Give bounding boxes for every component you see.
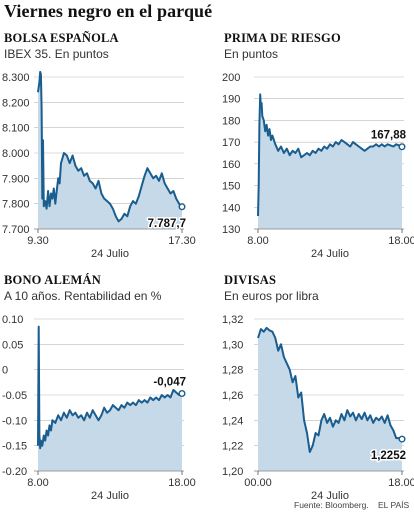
last-value-label: 1,2252 — [371, 450, 406, 462]
series-line — [37, 325, 183, 450]
x-axis-label: 24 Julio — [311, 490, 349, 502]
last-value-label: -0,047 — [153, 376, 186, 388]
area-fill — [258, 327, 402, 471]
chart-prima: 200 190 180 170 160 150 140 130 8.00 18.00 24 Juli… — [222, 72, 414, 260]
x-tick-label: 18.00 — [388, 235, 414, 247]
x-tick-label: 9.30 — [27, 235, 48, 247]
chart-title: PRIMA DE RIESGO — [224, 31, 341, 45]
y-tick-label: 1,30 — [222, 339, 243, 351]
x-tick-label: 18.00 — [168, 477, 196, 489]
x-tick-label: 18.00 — [388, 477, 414, 489]
y-tick-label: 140 — [222, 202, 240, 214]
last-value-halo: 1,2252 — [371, 450, 406, 462]
y-tick-label: 8.100 — [2, 123, 30, 135]
series-line — [257, 326, 403, 453]
chart-subtitle: A 10 años. Rentabilidad en % — [4, 289, 162, 303]
area-fill — [258, 94, 402, 230]
y-tick-label: -0.20 — [2, 466, 27, 478]
last-value-halo: -0,047 — [153, 376, 186, 388]
chart-bono: 0.10 0.05 0 -0.05 -0.10 -0.15 -0.208.00 18.00 24… — [2, 314, 196, 502]
chart-title: BOLSA ESPAÑOLA — [4, 31, 119, 45]
x-tick-label: 00.00 — [244, 477, 272, 489]
end-point-marker — [398, 435, 406, 443]
source-note: Fuente: Bloomberg. — [294, 500, 369, 510]
y-tick-label: 0.05 — [2, 339, 23, 351]
last-value-halo: 7.787,7 — [148, 218, 186, 230]
publisher-note: EL PAÍS — [378, 500, 410, 510]
y-tick-label: 190 — [222, 94, 240, 106]
y-tick-label: -0.10 — [2, 415, 27, 427]
end-point-marker — [178, 203, 186, 211]
x-tick-label: 8.00 — [27, 477, 48, 489]
y-tick-label: 200 — [222, 72, 240, 84]
y-tick-label: 8.000 — [2, 148, 30, 160]
y-tick-label: 160 — [222, 159, 240, 171]
page-title: Viernes negro en el parqué — [4, 1, 213, 21]
last-value-label: 167,88 — [371, 130, 407, 142]
chart-panel-bono: BONO ALEMÁN A 10 años. Rentabilidad en %… — [2, 273, 204, 509]
chart-panel-prima: PRIMA DE RIESGO En puntos 200 190 180 170 16… — [222, 31, 414, 267]
y-tick-label: 1,20 — [222, 466, 243, 478]
y-tick-label: 1,28 — [222, 365, 243, 377]
chart-title: DIVISAS — [224, 273, 277, 287]
chart-title: BONO ALEMÁN — [4, 273, 101, 287]
x-tick-label: 17.30 — [168, 235, 196, 247]
chart-subtitle: En euros por libra — [224, 289, 319, 303]
y-tick-label: 8.300 — [2, 72, 30, 84]
y-tick-label: 0.10 — [2, 314, 23, 326]
y-tick-label: 1,24 — [222, 415, 243, 427]
y-tick-label: 7.800 — [2, 199, 30, 211]
chart-panel-bolsa: BOLSA ESPAÑOLA IBEX 35. En puntos 8.300 8… — [2, 31, 204, 267]
y-tick-label: 7.900 — [2, 173, 30, 185]
series-line — [37, 70, 183, 223]
y-tick-label: 1,32 — [222, 314, 243, 326]
chart-subtitle: En puntos — [224, 47, 279, 61]
y-tick-label: 1,22 — [222, 441, 243, 453]
y-tick-label: 170 — [222, 137, 240, 149]
series-line — [257, 93, 403, 217]
y-tick-label: 150 — [222, 181, 240, 193]
end-point-marker — [178, 389, 186, 397]
area-fill — [38, 326, 182, 471]
x-tick-label: 8.00 — [247, 235, 268, 247]
y-tick-label: 1,26 — [222, 390, 243, 402]
x-axis-label: 24 Julio — [91, 248, 129, 260]
end-point-marker — [398, 143, 406, 151]
last-value-label: 7.787,7 — [148, 218, 186, 230]
y-tick-label: 8.200 — [2, 97, 30, 109]
last-value-halo: 167,88 — [371, 130, 407, 142]
y-tick-label: 0 — [2, 365, 8, 377]
y-tick-label: 130 — [222, 224, 240, 236]
area-fill — [38, 71, 182, 230]
chart-panel-divisas: DIVISAS En euros por libra 1,32 1,30 1,28 1… — [222, 273, 414, 509]
y-tick-label: 7.700 — [2, 224, 30, 236]
y-tick-label: -0.15 — [2, 441, 27, 453]
x-axis-label: 24 Julio — [91, 490, 129, 502]
chart-subtitle: IBEX 35. En puntos — [4, 47, 109, 61]
y-tick-label: 180 — [222, 115, 240, 127]
y-tick-label: -0.05 — [2, 390, 27, 402]
x-axis-label: 24 Julio — [311, 248, 349, 260]
